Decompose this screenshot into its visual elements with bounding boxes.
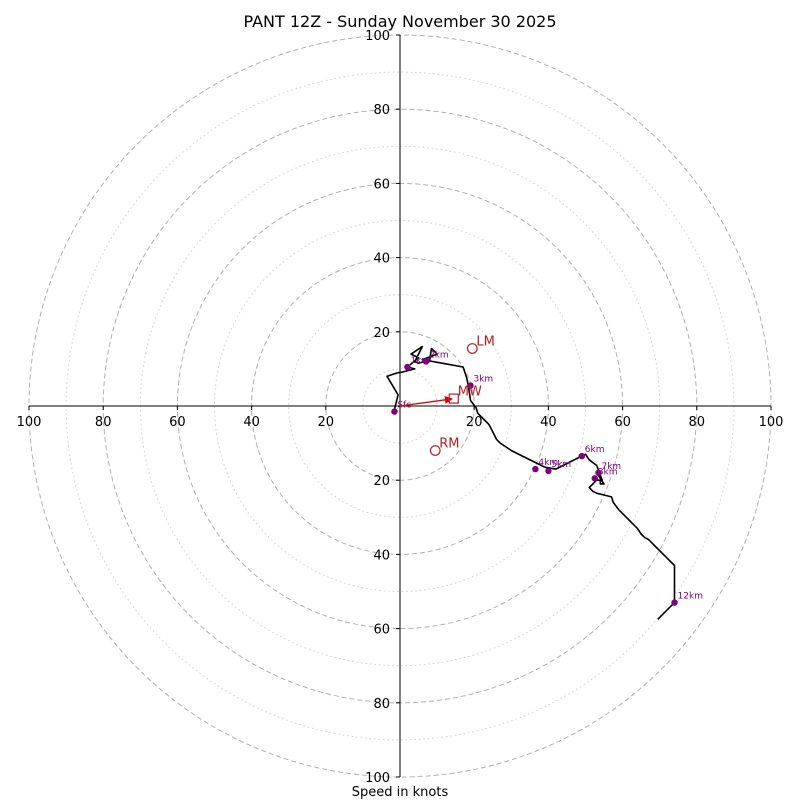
height-marker-point: [404, 363, 411, 371]
y-tick-label-top: 40: [373, 252, 390, 267]
height-marker-point: [595, 469, 602, 476]
height-marker-label: 2km: [429, 350, 449, 360]
chart-title: PANT 12Z - Sunday November 30 2025: [243, 12, 556, 31]
height-marker-label: 5km: [551, 460, 571, 470]
x-axis-label: Speed in knots: [352, 785, 449, 800]
storm-motion-label: MW: [458, 385, 482, 400]
height-marker-point: [467, 382, 474, 389]
y-tick-label-top: 80: [373, 103, 390, 118]
storm-motion-label: RM: [439, 437, 459, 452]
height-marker-label: 7km: [601, 462, 621, 472]
y-tick-label-bottom: 60: [373, 623, 390, 638]
height-marker-point: [578, 452, 585, 460]
height-marker-point: [545, 467, 552, 475]
x-tick-label: 80: [95, 415, 112, 430]
x-tick-label: 60: [169, 415, 186, 430]
storm-motion-label: LM: [476, 334, 494, 349]
y-tick-label-bottom: 40: [373, 548, 390, 563]
x-tick-label: 20: [466, 415, 483, 430]
x-tick-label: 40: [243, 415, 260, 430]
overlay-layer: LM RM MW: [399, 334, 495, 456]
height-marker-label: 4km: [538, 458, 558, 468]
height-marker-label: 12km: [678, 592, 703, 602]
y-tick-label-top: 100: [365, 29, 390, 44]
y-tick-label-bottom: 80: [373, 697, 390, 712]
height-marker-point: [532, 465, 539, 473]
x-tick-label: 20: [318, 415, 335, 430]
height-marker-point: [422, 358, 430, 365]
shear-vector-arrow: [399, 395, 453, 407]
tick-labels: 100 80 60 40 20 20 40 60 80 100 20 20 40 40 60 60 80 80 10…: [17, 29, 784, 786]
storm-motion-marker: [466, 343, 478, 354]
hodograph-trace: [386, 345, 676, 620]
height-marker-label: 1km: [410, 356, 430, 366]
height-marker-point: [671, 599, 678, 606]
x-tick-label: 80: [689, 415, 706, 430]
y-tick-label-bottom: 20: [373, 474, 390, 489]
y-tick-label-bottom: 100: [365, 771, 390, 786]
storm-motion-marker: [429, 445, 441, 456]
x-tick-label: 100: [759, 415, 784, 430]
height-marker-point: [391, 408, 398, 415]
height-marker-label: 6km: [585, 445, 605, 455]
height-marker-label: 8km: [598, 467, 618, 477]
x-tick-label: 100: [17, 415, 42, 430]
y-tick-label-top: 60: [373, 177, 390, 192]
height-marker-point: [591, 475, 598, 482]
x-tick-label: 40: [540, 415, 557, 430]
storm-motion-marker: [448, 393, 459, 404]
x-tick-label: 60: [614, 415, 631, 430]
y-tick-label-top: 20: [373, 326, 390, 341]
height-marker-label: 3km: [473, 375, 493, 385]
